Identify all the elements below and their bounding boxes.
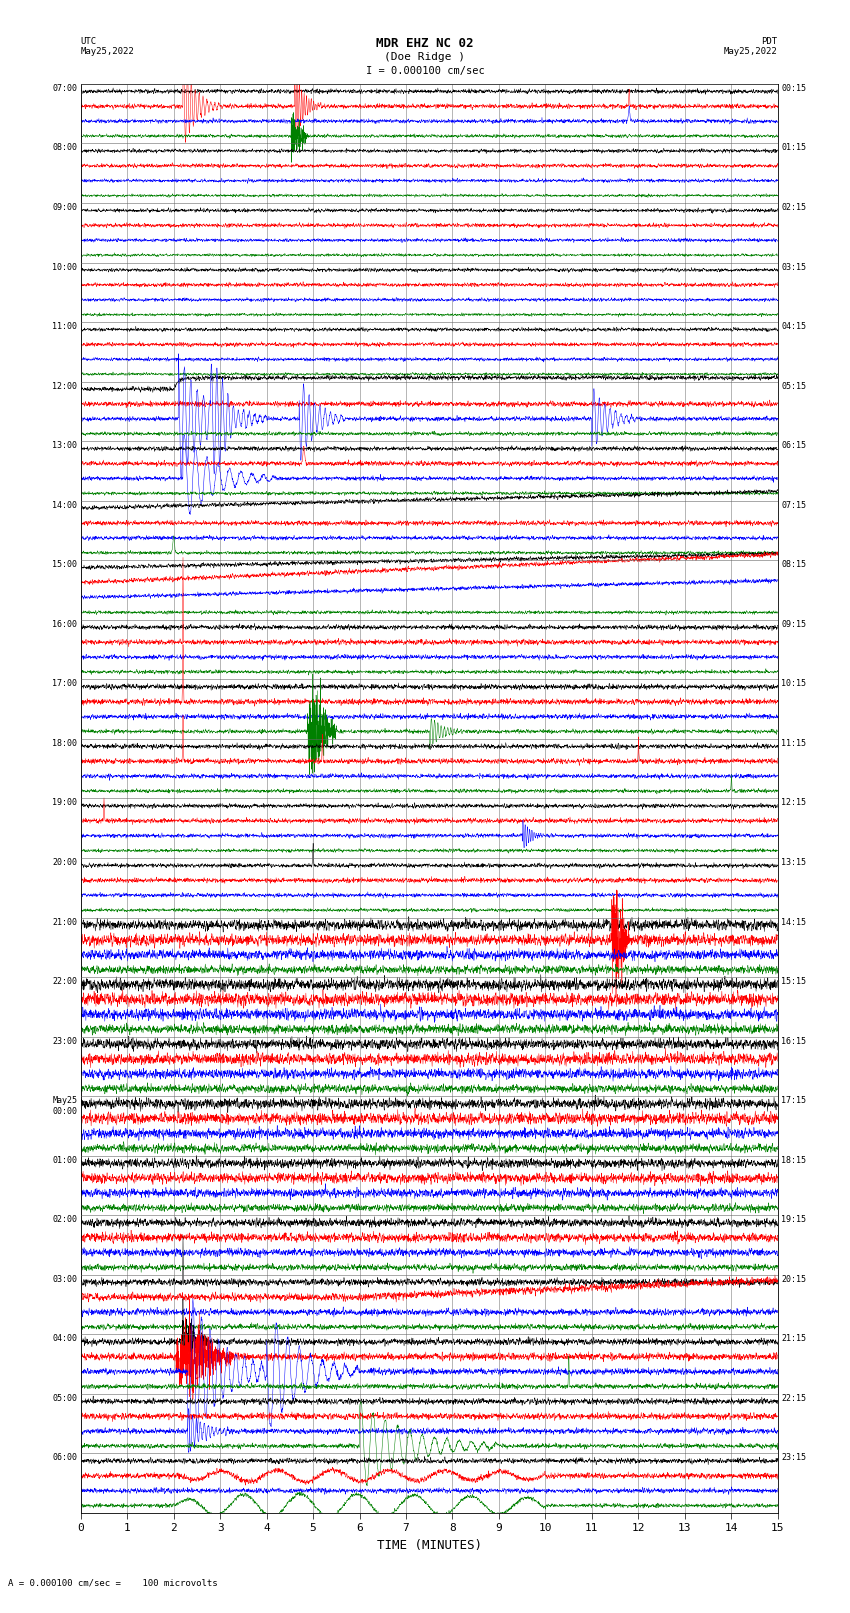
Text: Α = 0.000100 cm/sec =    100 microvolts: Α = 0.000100 cm/sec = 100 microvolts: [8, 1578, 218, 1587]
Text: PDT
May25,2022: PDT May25,2022: [724, 37, 778, 56]
Text: 12:15: 12:15: [781, 798, 806, 808]
Text: 21:15: 21:15: [781, 1334, 806, 1344]
Text: 08:00: 08:00: [53, 144, 77, 152]
Text: 08:15: 08:15: [781, 560, 806, 569]
Text: 18:00: 18:00: [53, 739, 77, 748]
Text: 20:15: 20:15: [781, 1274, 806, 1284]
Text: 09:00: 09:00: [53, 203, 77, 211]
Text: 01:15: 01:15: [781, 144, 806, 152]
Text: (Doe Ridge ): (Doe Ridge ): [384, 52, 466, 61]
Text: 22:15: 22:15: [781, 1394, 806, 1403]
Text: 03:00: 03:00: [53, 1274, 77, 1284]
Text: 17:15: 17:15: [781, 1097, 806, 1105]
Text: 07:00: 07:00: [53, 84, 77, 94]
Text: 14:15: 14:15: [781, 918, 806, 926]
Text: 22:00: 22:00: [53, 977, 77, 986]
Text: 16:15: 16:15: [781, 1037, 806, 1045]
Text: 07:15: 07:15: [781, 500, 806, 510]
Text: UTC
May25,2022: UTC May25,2022: [81, 37, 134, 56]
Text: 02:15: 02:15: [781, 203, 806, 211]
X-axis label: TIME (MINUTES): TIME (MINUTES): [377, 1539, 482, 1552]
Text: 19:00: 19:00: [53, 798, 77, 808]
Text: 04:15: 04:15: [781, 323, 806, 331]
Text: 18:15: 18:15: [781, 1155, 806, 1165]
Text: 10:00: 10:00: [53, 263, 77, 271]
Text: 11:15: 11:15: [781, 739, 806, 748]
Text: 10:15: 10:15: [781, 679, 806, 689]
Text: MDR EHZ NC 02: MDR EHZ NC 02: [377, 37, 473, 50]
Text: 17:00: 17:00: [53, 679, 77, 689]
Text: 16:00: 16:00: [53, 619, 77, 629]
Text: 23:15: 23:15: [781, 1453, 806, 1463]
Text: 14:00: 14:00: [53, 500, 77, 510]
Text: 20:00: 20:00: [53, 858, 77, 866]
Text: 11:00: 11:00: [53, 323, 77, 331]
Text: 03:15: 03:15: [781, 263, 806, 271]
Text: 06:15: 06:15: [781, 442, 806, 450]
Text: 01:00: 01:00: [53, 1155, 77, 1165]
Text: May25
00:00: May25 00:00: [53, 1097, 77, 1116]
Text: 06:00: 06:00: [53, 1453, 77, 1463]
Text: 09:15: 09:15: [781, 619, 806, 629]
Text: I = 0.000100 cm/sec: I = 0.000100 cm/sec: [366, 66, 484, 76]
Text: 13:00: 13:00: [53, 442, 77, 450]
Text: 15:15: 15:15: [781, 977, 806, 986]
Text: 00:15: 00:15: [781, 84, 806, 94]
Text: 05:15: 05:15: [781, 382, 806, 390]
Text: 04:00: 04:00: [53, 1334, 77, 1344]
Text: 05:00: 05:00: [53, 1394, 77, 1403]
Text: 15:00: 15:00: [53, 560, 77, 569]
Text: 23:00: 23:00: [53, 1037, 77, 1045]
Text: 13:15: 13:15: [781, 858, 806, 866]
Text: 19:15: 19:15: [781, 1215, 806, 1224]
Text: 02:00: 02:00: [53, 1215, 77, 1224]
Text: 12:00: 12:00: [53, 382, 77, 390]
Text: 21:00: 21:00: [53, 918, 77, 926]
